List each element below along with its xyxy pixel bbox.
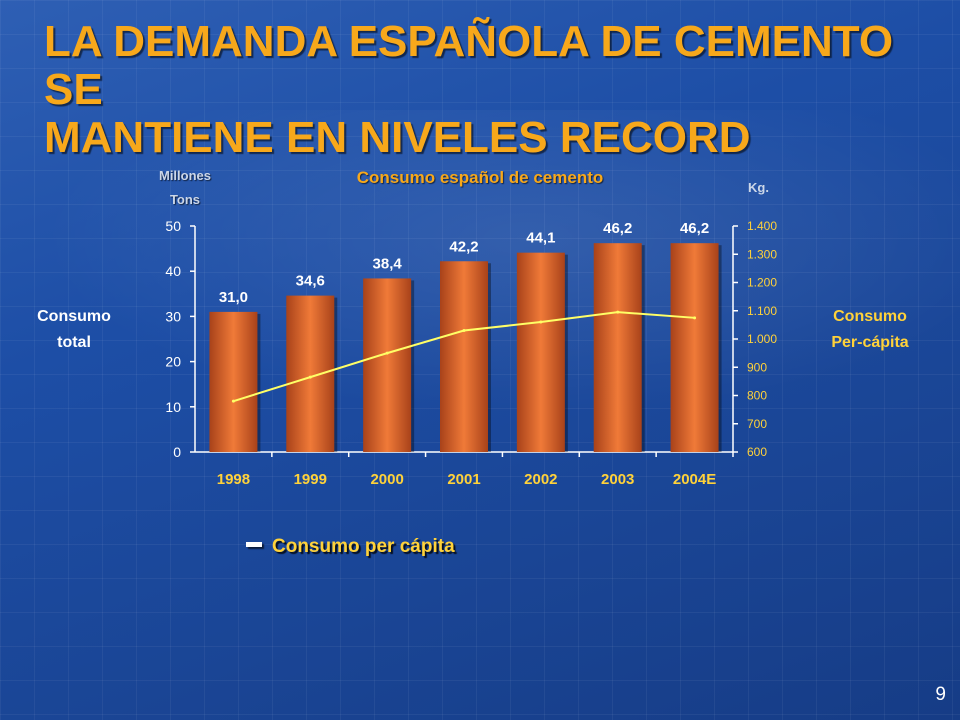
per-capita-point [462,329,466,333]
left-axis-title-line-2: total [57,334,91,351]
left-tick-label: 50 [165,218,181,234]
right-tick-label: 1.200 [747,276,777,290]
bar [363,278,412,452]
category-label: 1999 [294,471,327,488]
bar-value-label: 34,6 [296,273,325,290]
bar [516,252,565,452]
chart-title: Consumo español de cemento [356,168,604,187]
bar [593,243,642,452]
left-tick-label: 40 [165,263,181,279]
bar [286,295,335,452]
category-label: 2001 [447,471,480,488]
slide-title-line-2: MANTIENE EN NIVELES RECORD [44,113,751,162]
chart-plot-area: 0 10 20 30 40 50 600 700 800 900 1.000 1.100 1.200 1.… [165,218,777,488]
slide-title-line-1: LA DEMANDA ESPAÑOLA DE CEMENTO SE [44,17,894,114]
legend-label: Consumo per cápita [272,536,455,557]
right-tick-label: 600 [747,445,767,459]
right-tick-label: 700 [747,417,767,431]
left-tick-label: 20 [165,354,181,370]
left-axis-title-line-1: Consumo [37,308,111,325]
left-tick-label: 0 [173,444,181,460]
right-tick-label: 800 [747,389,767,403]
right-tick-label: 1.300 [747,247,777,261]
category-label: 2003 [601,471,634,488]
bar-value-label: 46,2 [680,220,709,237]
right-axis-title-line-1: Consumo [833,308,907,325]
page-number: 9 [935,684,946,705]
bar-value-label: 38,4 [373,255,403,272]
legend: Consumo per cápita [246,536,455,558]
per-capita-point [308,375,312,379]
legend-line-swatch [246,541,262,547]
per-capita-point [693,316,697,320]
left-axis-unit-line-2: Tons [169,192,201,207]
per-capita-point [385,351,389,355]
category-label: 2004E [673,471,716,488]
category-label: 2002 [524,471,557,488]
category-label: 1998 [217,471,250,488]
bar-value-label: 31,0 [219,289,248,306]
right-axis-unit: Kg. [748,180,769,195]
right-axis-title-line-2: Per-cápita [831,334,909,351]
right-tick-label: 1.400 [747,219,777,233]
per-capita-point [231,399,235,403]
left-tick-label: 10 [165,399,181,415]
left-axis-title: Consumo total [24,304,124,356]
bar [440,261,488,452]
right-tick-label: 900 [747,360,767,374]
right-axis-title: Consumo Per-cápita [810,304,930,356]
per-capita-point [616,310,620,314]
category-label: 2000 [370,471,403,488]
bar [670,243,719,452]
left-tick-label: 30 [165,308,181,324]
right-tick-label: 1.100 [747,304,777,318]
slide-title: LA DEMANDA ESPAÑOLA DE CEMENTO SE MANTIE… [44,18,934,162]
bar-value-label: 44,1 [526,230,555,247]
left-axis-unit-line-1: Millones [158,168,211,183]
per-capita-point [539,320,543,324]
right-tick-label: 1.000 [747,332,777,346]
bar-value-label: 42,2 [449,238,478,255]
bar-value-label: 46,2 [603,220,632,237]
bar [209,311,258,452]
